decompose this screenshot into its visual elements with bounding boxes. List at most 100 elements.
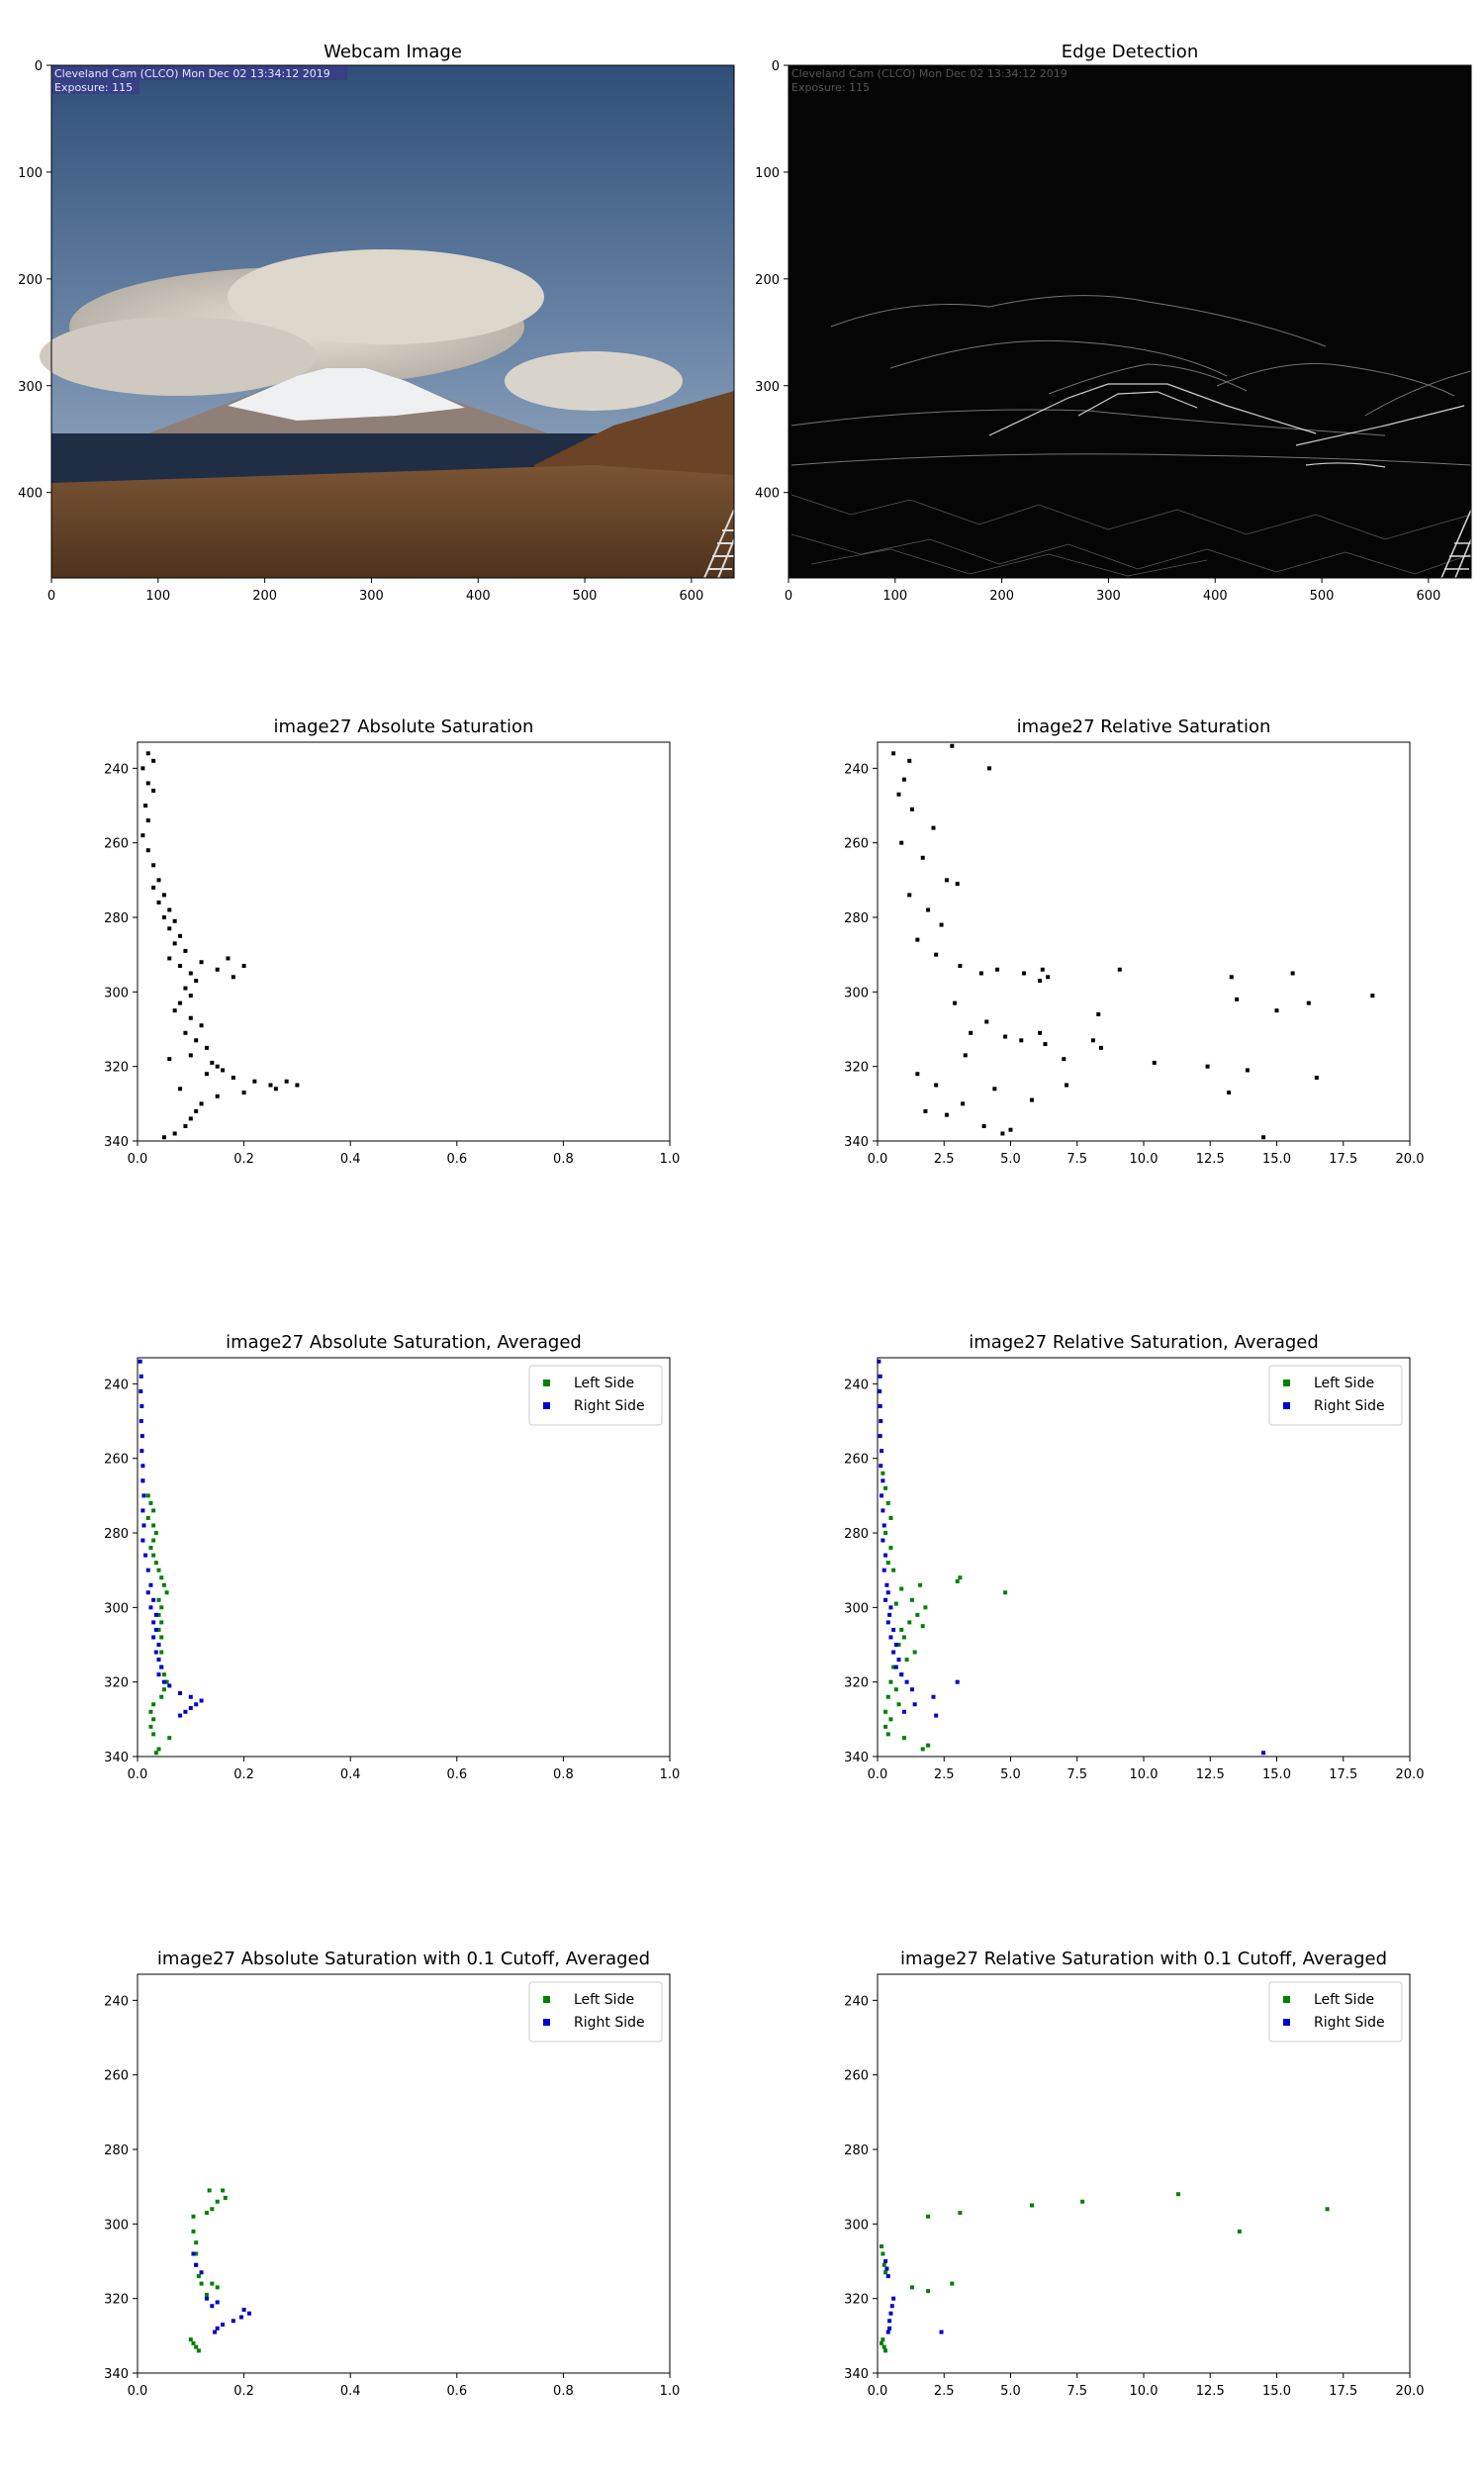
chart-absolute-saturation-averaged: image27 Absolute Saturation, Averaged 0.0…: [104, 1332, 680, 1782]
y-tick-label: 200: [755, 273, 780, 288]
data-point: [1008, 1127, 1013, 1132]
data-point: [1046, 975, 1051, 980]
data-point: [887, 1612, 892, 1617]
data-point: [140, 1478, 145, 1483]
y-tick-label: 240: [844, 1994, 869, 2009]
data-point: [885, 2330, 890, 2334]
data-point: [893, 1665, 898, 1669]
data-point: [188, 1694, 193, 1699]
data-point: [156, 1612, 161, 1617]
data-point: [944, 1112, 949, 1117]
data-point: [148, 1709, 153, 1714]
data-point: [178, 1000, 183, 1005]
y-tick-label: 300: [104, 2218, 129, 2233]
x-tick-label: 20.0: [1396, 1767, 1425, 1782]
data-point: [883, 2348, 888, 2353]
x-tick-label: 200: [252, 589, 277, 604]
data-point: [139, 1419, 143, 1424]
webcam-panel: Webcam Image: [18, 42, 735, 604]
data-point: [196, 2348, 201, 2353]
data-point: [156, 1672, 161, 1677]
data-point: [273, 1087, 278, 1092]
data-point: [231, 2319, 235, 2324]
data-point: [984, 1019, 989, 1024]
data-point: [881, 1568, 886, 1572]
data-point: [885, 1561, 890, 1566]
legend-label: Right Side: [574, 2015, 645, 2031]
data-point: [1175, 2192, 1180, 2197]
data-point: [915, 937, 920, 942]
data-point: [888, 1717, 893, 1722]
data-point: [284, 1079, 289, 1084]
y-tick-label: 300: [755, 380, 780, 395]
data-point: [1080, 2199, 1085, 2204]
legend-marker: [1283, 1996, 1290, 2003]
data-point: [188, 1053, 193, 1058]
chart-absolute-saturation: image27 Absolute Saturation 0.0 0.2 0.4 0.6 0…: [104, 716, 680, 1167]
y-tick-label: 280: [104, 2143, 129, 2158]
data-point: [194, 1038, 199, 1043]
data-point: [161, 1672, 166, 1677]
x-tick-label: 12.5: [1196, 2384, 1225, 2399]
data-point: [153, 1531, 158, 1536]
data-point: [1274, 1008, 1279, 1013]
y-tick-label: 400: [18, 487, 43, 502]
data-point: [210, 2281, 215, 2286]
x-tick-label: 15.0: [1262, 1767, 1291, 1782]
data-point: [904, 1658, 909, 1663]
data-point: [896, 1702, 901, 1707]
data-point: [199, 1698, 204, 1703]
data-point: [901, 1709, 906, 1714]
legend-label: Right Side: [1314, 1398, 1385, 1414]
data-point: [881, 1508, 885, 1513]
data-point: [939, 2330, 944, 2334]
data-point: [210, 2207, 215, 2212]
data-point: [950, 743, 955, 748]
y-tick-label: 240: [844, 762, 869, 777]
data-point: [153, 1627, 158, 1632]
x-tick-label: 0.2: [233, 1152, 254, 1167]
data-point: [183, 1030, 188, 1035]
legend-label: Left Side: [1314, 1992, 1374, 2008]
x-tick-label: 0.2: [233, 2384, 254, 2399]
legend-box: [528, 1981, 663, 2043]
data-point: [156, 1658, 161, 1663]
x-tick-label: 1.0: [660, 1152, 681, 1167]
data-point: [1325, 2207, 1330, 2212]
x-tick-label: 500: [1310, 589, 1335, 604]
data-point: [907, 1620, 912, 1625]
y-tick-label: 340: [844, 1751, 869, 1765]
x-tick-label: 15.0: [1262, 2384, 1291, 2399]
data-point: [138, 1359, 142, 1364]
y-tick-label: 340: [104, 1751, 129, 1765]
data-point: [295, 1083, 300, 1088]
data-point: [156, 1627, 161, 1632]
y-tick-label: 280: [844, 1527, 869, 1542]
y-tick-label: 320: [104, 1676, 129, 1691]
data-point: [199, 1101, 204, 1106]
x-tick-label: 5.0: [1000, 1767, 1021, 1782]
data-point: [1235, 997, 1240, 1001]
data-point: [151, 885, 156, 890]
x-tick-label: 0.0: [128, 2384, 148, 2399]
data-point: [881, 2251, 885, 2256]
data-point: [161, 1679, 166, 1684]
x-tick-label: 2.5: [934, 1767, 955, 1782]
data-point: [178, 1713, 183, 1718]
data-point: [881, 2344, 886, 2349]
legend-label: Right Side: [574, 1398, 645, 1414]
x-tick-label: 17.5: [1329, 1767, 1357, 1782]
data-point: [883, 1597, 888, 1602]
data-point: [1038, 1030, 1043, 1035]
x-tick-label: 1.0: [660, 2384, 681, 2399]
data-point: [153, 1650, 158, 1655]
data-point: [231, 975, 235, 980]
data-point: [891, 751, 896, 756]
webcam-photo: Cleveland Cam (CLCO) Mon Dec 02 13:34:12…: [40, 65, 735, 579]
data-point: [164, 1679, 169, 1684]
webcam-axes: 0 100 200 300 400 500 600 0 100 200 300 400: [18, 59, 703, 604]
x-tick-label: 400: [466, 589, 491, 604]
data-point: [981, 1123, 986, 1128]
data-point: [931, 1694, 936, 1699]
data-point: [958, 2211, 963, 2216]
